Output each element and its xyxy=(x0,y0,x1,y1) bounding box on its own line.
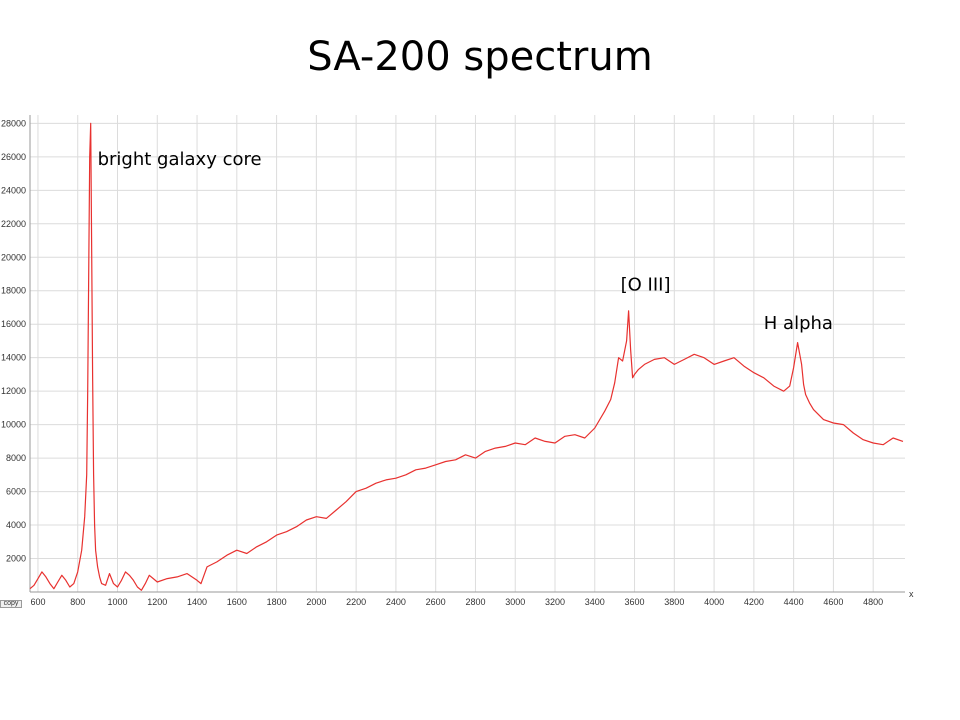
y-tick-label: 24000 xyxy=(1,185,26,195)
slide-title: SA-200 spectrum xyxy=(307,34,653,80)
y-tick-label: 28000 xyxy=(1,118,26,128)
x-tick-label: 3000 xyxy=(505,597,525,607)
x-tick-label: 4400 xyxy=(784,597,804,607)
y-tick-label: 14000 xyxy=(1,353,26,363)
x-tick-label: 4600 xyxy=(823,597,843,607)
x-tick-label: 1200 xyxy=(147,597,167,607)
y-tick-label: 16000 xyxy=(1,319,26,329)
x-tick-label: 1000 xyxy=(107,597,127,607)
x-axis-marker: x xyxy=(909,589,914,599)
x-tick-label: 600 xyxy=(30,597,45,607)
y-tick-label: 12000 xyxy=(1,386,26,396)
x-tick-label: 2400 xyxy=(386,597,406,607)
y-tick-label: 18000 xyxy=(1,286,26,296)
y-tick-label: 22000 xyxy=(1,219,26,229)
y-tick-label: 4000 xyxy=(6,520,26,530)
x-tick-label: 3400 xyxy=(585,597,605,607)
y-tick-label: 6000 xyxy=(6,487,26,497)
y-tick-label: 20000 xyxy=(1,252,26,262)
y-tick-label: 8000 xyxy=(6,453,26,463)
copy-button[interactable]: copy xyxy=(0,600,22,608)
x-tick-label: 4000 xyxy=(704,597,724,607)
x-tick-label: 2200 xyxy=(346,597,366,607)
x-tick-label: 2800 xyxy=(465,597,485,607)
x-tick-label: 1400 xyxy=(187,597,207,607)
annotation-label: bright galaxy core xyxy=(98,149,262,170)
annotation-label: H alpha xyxy=(764,313,833,334)
x-tick-label: 1600 xyxy=(227,597,247,607)
x-tick-label: 1800 xyxy=(267,597,287,607)
y-tick-label: 10000 xyxy=(1,420,26,430)
x-tick-label: 4800 xyxy=(863,597,883,607)
x-tick-label: 4200 xyxy=(744,597,764,607)
spectrum-chart: 600 800 1000 1200 1400 1600 1800 2000 2200 2400 26… xyxy=(1,115,914,607)
plot-area xyxy=(30,115,905,592)
y-tick-label: 26000 xyxy=(1,152,26,162)
x-tick-label: 3800 xyxy=(664,597,684,607)
x-tick-label: 3600 xyxy=(625,597,645,607)
annotation-label: [O III] xyxy=(621,275,671,296)
x-tick-label: 2600 xyxy=(426,597,446,607)
x-tick-label: 800 xyxy=(70,597,85,607)
spectrum-line xyxy=(29,122,904,591)
y-tick-label: 2000 xyxy=(6,554,26,564)
x-tick-label: 3200 xyxy=(545,597,565,607)
x-tick-label: 2000 xyxy=(306,597,326,607)
